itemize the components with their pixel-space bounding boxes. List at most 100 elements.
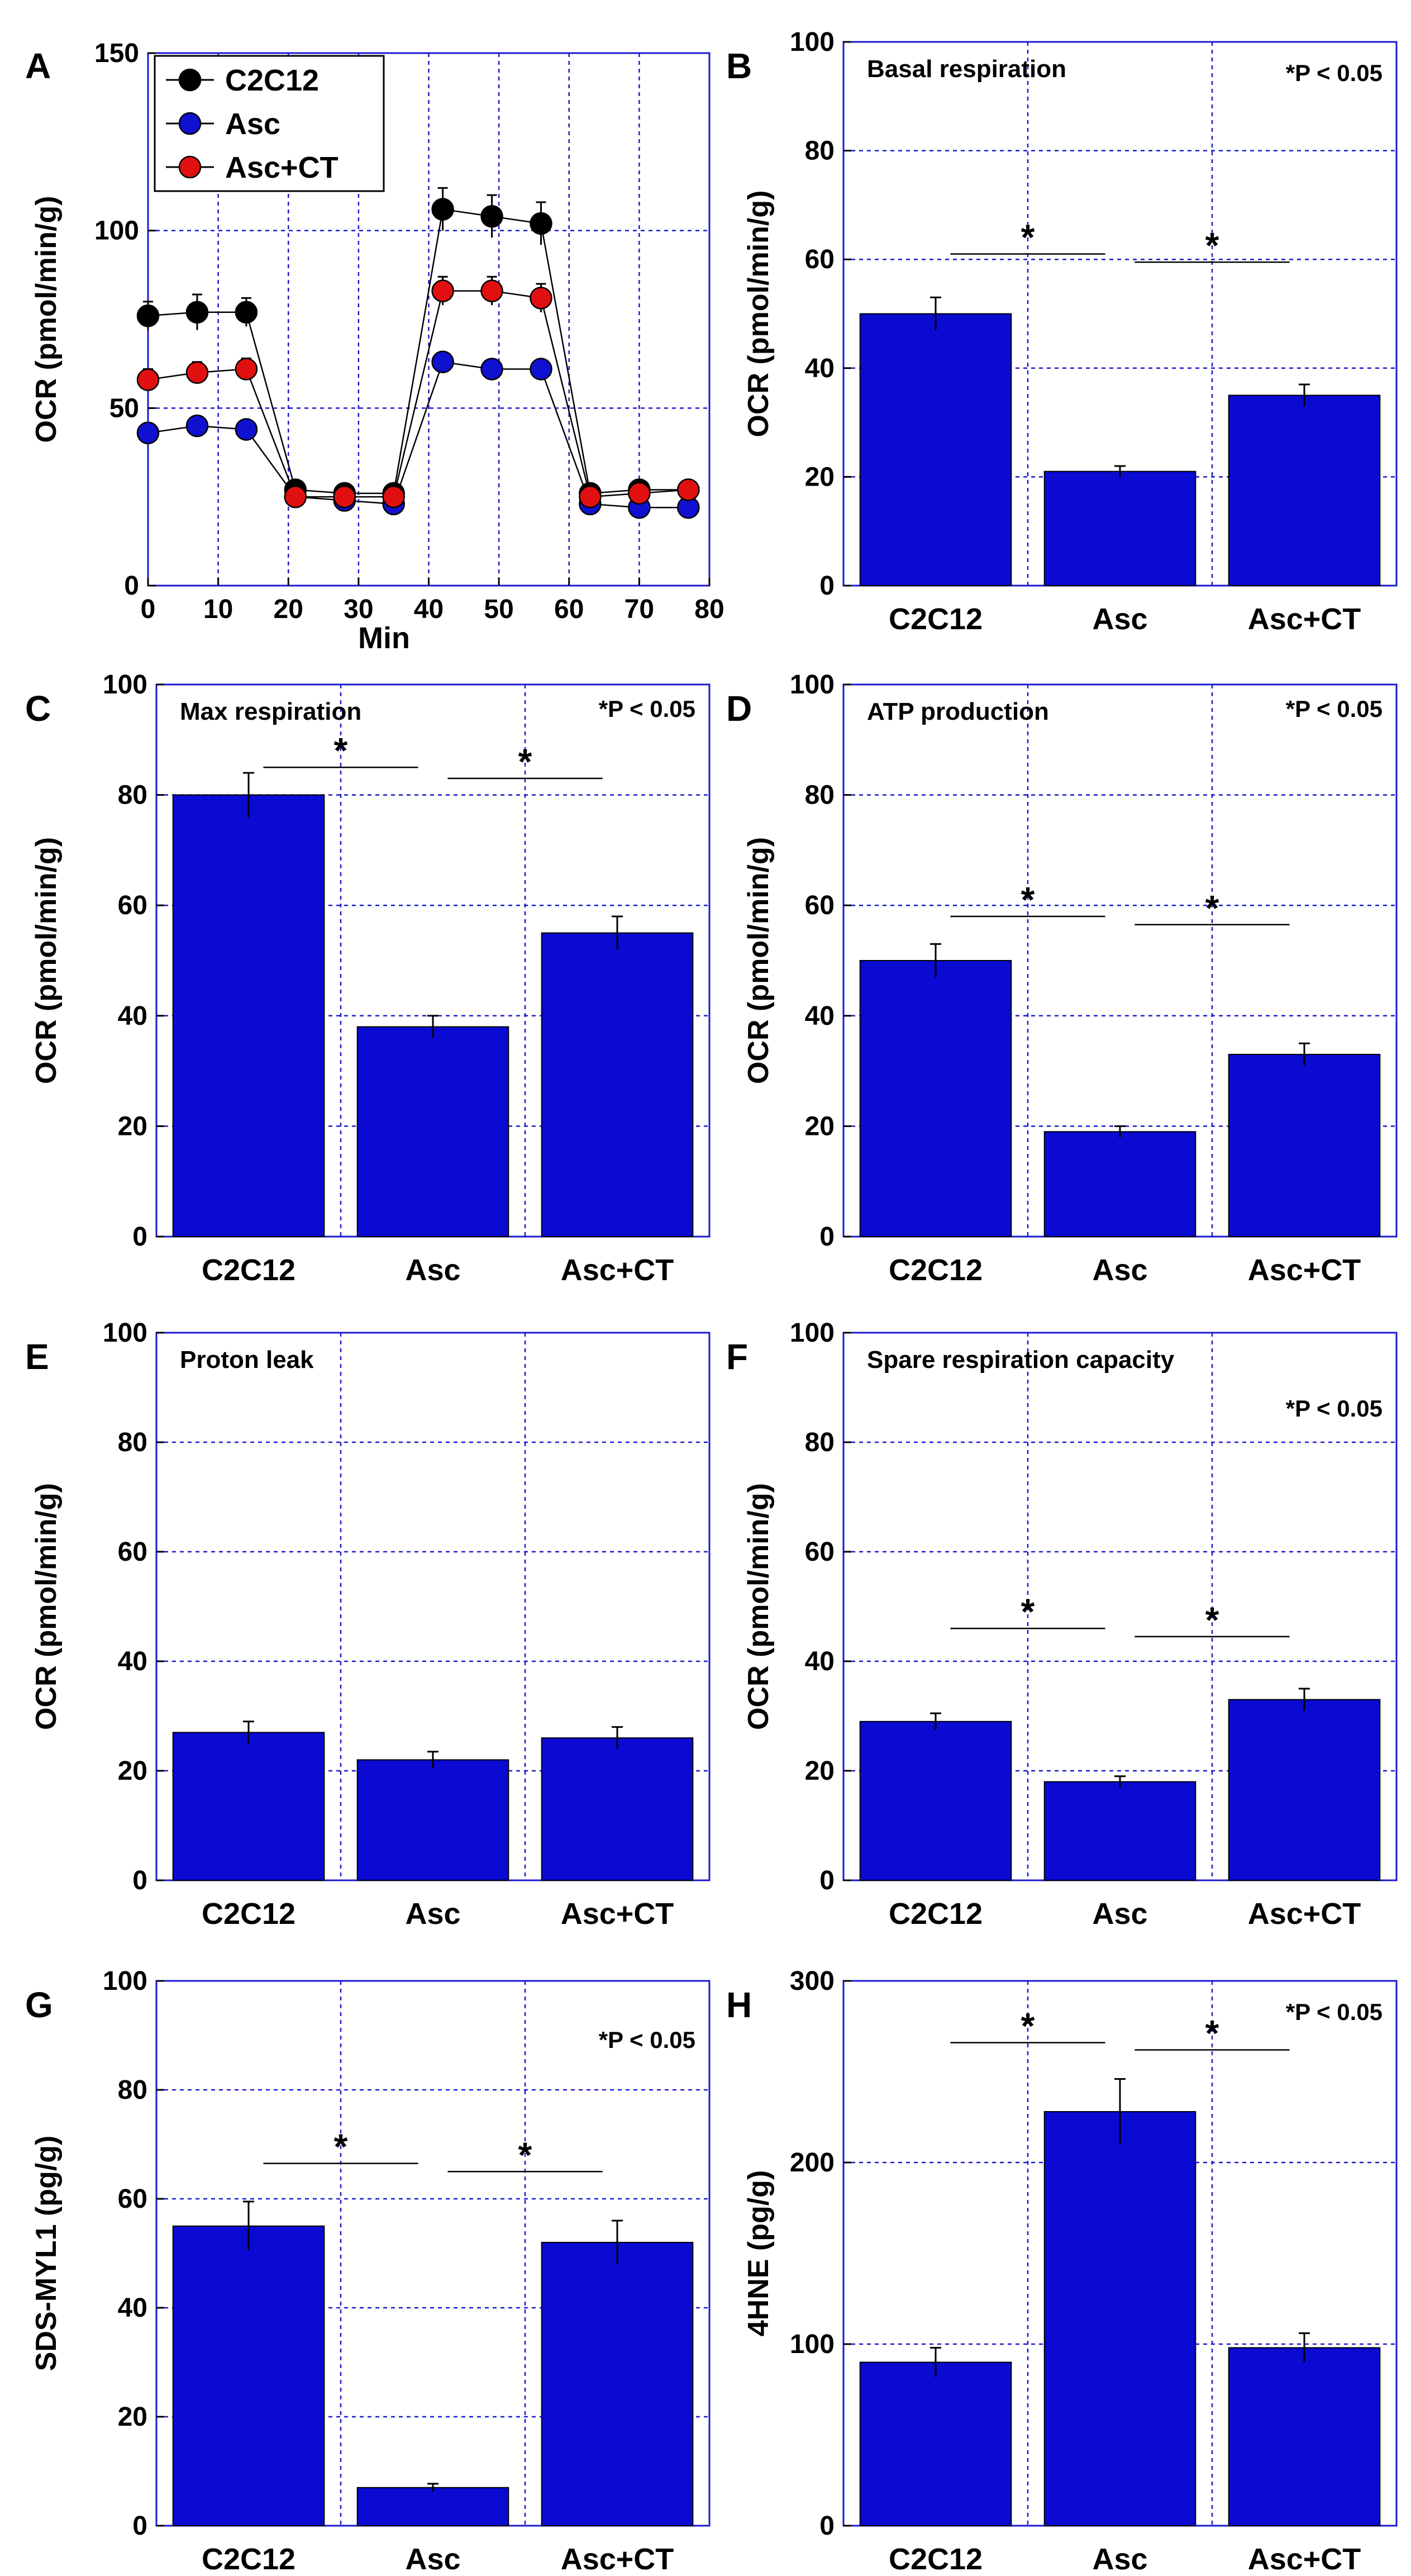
panel-b-letter: B	[726, 46, 752, 86]
panel-a-data-point	[530, 358, 552, 381]
panel-b-y-axis-label: OCR (pmol/min/g)	[742, 191, 775, 438]
panel-f-ytick-label: 80	[805, 1428, 835, 1457]
panel-g-y-axis-label: SDS-MYL1 (pg/g)	[30, 2136, 63, 2371]
panel-a-legend-marker	[178, 68, 202, 92]
panel-a-legend: C2C12 Asc Asc+CT	[154, 55, 385, 192]
panel-b-bar-asc	[1043, 470, 1197, 586]
panel-a-data-point	[480, 205, 503, 228]
panel-f-ytick-label: 60	[805, 1537, 835, 1567]
panel-c-bar-asc-ct	[541, 932, 694, 1237]
panel-f-p-value-note: *P < 0.05	[1286, 1395, 1383, 1422]
panel-b-category-label: C2C12	[889, 602, 983, 636]
panel-g-bar-asc	[356, 2487, 509, 2526]
panel-c: C OCR (pmol/min/g) 0 20 40 60 80 100 C2C12 Asc Asc…	[25, 670, 711, 1287]
panel-f-title: Spare respiration capacity	[867, 1346, 1175, 1373]
panel-a-ytick-label: 150	[94, 39, 139, 68]
panel-b-bar-asc-ct	[1228, 395, 1381, 586]
panel-a-xtick-label: 40	[414, 595, 444, 624]
panel-e-category-label: Asc	[405, 1897, 460, 1931]
panel-b-ytick-label: 0	[819, 571, 835, 601]
panel-f-category-label: C2C12	[889, 1897, 983, 1931]
panel-b-ytick-label: 20	[805, 462, 835, 492]
panel-h-ytick-label: 300	[790, 1966, 835, 1996]
panel-g-significance-star: *	[334, 2127, 348, 2167]
panel-d-ytick-label: 100	[790, 670, 835, 700]
panel-d-p-value-note: *P < 0.05	[1286, 696, 1383, 722]
panel-b-ytick-label: 100	[790, 27, 835, 57]
panel-c-significance-star: *	[518, 742, 532, 782]
panel-e-title: Proton leak	[180, 1346, 314, 1373]
panel-a-letter: A	[25, 46, 51, 86]
panel-g-p-value-note: *P < 0.05	[599, 2027, 695, 2053]
panel-e-bar-asc	[356, 1759, 509, 1881]
panel-b-category-label: Asc	[1092, 602, 1147, 636]
panel-e: E OCR (pmol/min/g) 0 20 40 60 80 100 C2C12 Asc Asc…	[25, 1318, 711, 1931]
panel-e-bar-c2c12	[172, 1732, 325, 1881]
panel-f-category-label: Asc+CT	[1248, 1897, 1361, 1931]
panel-g-category-label: Asc+CT	[561, 2542, 674, 2576]
panel-b-title: Basal respiration	[867, 55, 1066, 83]
panel-a-series-c2c12	[136, 187, 700, 505]
panel-f: F OCR (pmol/min/g) 0 20 40 60 80 100 C2C12 Asc Asc…	[726, 1318, 1398, 1931]
panel-f-category-label: Asc	[1092, 1897, 1147, 1931]
panel-c-ytick-label: 0	[132, 1222, 147, 1252]
panel-a-series-line	[147, 290, 689, 498]
panel-f-significance-star: *	[1205, 1600, 1219, 1640]
panel-b-ytick-label: 40	[805, 354, 835, 383]
panel-d-bar-c2c12	[859, 960, 1012, 1237]
panel-h-bar-asc-ct	[1228, 2347, 1381, 2526]
panel-a-xtick-label: 60	[554, 595, 584, 624]
panel-h-bar-c2c12	[859, 2361, 1012, 2526]
panel-d-category-label: Asc+CT	[1248, 1253, 1361, 1287]
panel-f-significance-star: *	[1021, 1591, 1035, 1632]
panel-c-bar-c2c12	[172, 794, 325, 1237]
panel-h-bar-asc	[1043, 2111, 1197, 2526]
panel-a-legend-marker	[178, 112, 202, 135]
panel-d-letter: D	[726, 688, 752, 729]
panel-h-category-label: Asc	[1092, 2542, 1147, 2576]
panel-d-ytick-label: 40	[805, 1001, 835, 1031]
panel-g-bar-c2c12	[172, 2225, 325, 2526]
panel-a-data-point	[136, 368, 160, 391]
panel-c-ytick-label: 40	[118, 1001, 147, 1031]
panel-f-ytick-label: 100	[790, 1318, 835, 1348]
panel-b-ytick-label: 60	[805, 245, 835, 274]
panel-f-bar-c2c12	[859, 1720, 1012, 1881]
panel-a-data-point	[628, 482, 651, 505]
panel-e-letter: E	[25, 1337, 49, 1377]
panel-e-ytick-label: 20	[118, 1756, 147, 1786]
panel-d-significance-star: *	[1205, 888, 1219, 928]
panel-a-series-line	[147, 361, 689, 508]
panel-a-xtick-label: 0	[141, 595, 156, 624]
panel-a-data-point	[530, 212, 552, 235]
panel-b-category-label: Asc+CT	[1248, 602, 1361, 636]
panel-a-legend-label: Asc+CT	[225, 151, 339, 184]
panel-a-xtick-label: 50	[484, 595, 513, 624]
panel-h-y-axis-label: 4HNE (pg/g)	[742, 2170, 775, 2337]
panel-a-data-point	[235, 418, 258, 441]
panel-e-category-label: Asc+CT	[561, 1897, 674, 1931]
panel-d-ytick-label: 80	[805, 781, 835, 810]
panel-d-y-axis-label: OCR (pmol/min/g)	[742, 837, 775, 1084]
panel-d-significance-star: *	[1021, 880, 1035, 920]
panel-a-xtick-label: 30	[344, 595, 373, 624]
panel-c-letter: C	[25, 688, 51, 729]
panel-a-data-point	[235, 358, 258, 381]
panel-a-ytick-label: 100	[94, 216, 139, 246]
panel-c-ytick-label: 20	[118, 1111, 147, 1141]
panel-a-series-line	[147, 208, 689, 495]
panel-a-x-axis-label: Min	[358, 621, 410, 655]
panel-h-ytick-label: 200	[790, 2148, 835, 2178]
panel-a-data-point	[431, 279, 454, 302]
panel-a-data-point	[431, 198, 454, 221]
panel-e-ytick-label: 0	[132, 1866, 147, 1895]
panel-h-letter: H	[726, 1985, 752, 2025]
panel-a-data-point	[530, 287, 552, 310]
panel-c-ytick-label: 100	[103, 670, 147, 700]
panel-a-series-asc-ct	[136, 275, 700, 508]
panel-c-category-label: C2C12	[202, 1253, 295, 1287]
panel-d-bar-asc-ct	[1228, 1053, 1381, 1237]
panel-c-title: Max respiration	[180, 698, 361, 725]
panel-f-bar-asc-ct	[1228, 1699, 1381, 1881]
panel-g-letter: G	[25, 1985, 53, 2025]
